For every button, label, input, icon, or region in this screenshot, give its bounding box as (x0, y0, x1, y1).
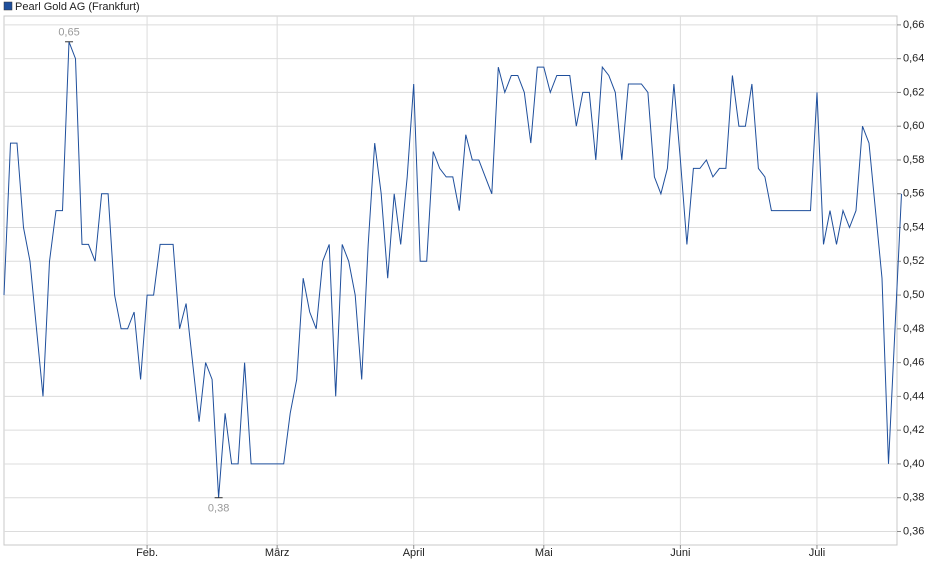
y-tick-label: 0,64 (903, 53, 924, 65)
x-tick-label: Mai (535, 547, 553, 559)
y-tick-label: 0,58 (903, 154, 924, 166)
y-tick-label: 0,50 (903, 289, 924, 301)
x-tick-label: Juni (670, 547, 690, 559)
annotation-label: 0,65 (58, 27, 79, 39)
y-tick-label: 0,60 (903, 120, 924, 132)
y-tick-label: 0,36 (903, 525, 924, 537)
x-tick-label: März (265, 547, 289, 559)
x-tick-label: Juli (809, 547, 826, 559)
annotation-label: 0,38 (208, 503, 229, 515)
y-tick-label: 0,44 (903, 390, 924, 402)
y-tick-label: 0,48 (903, 323, 924, 335)
y-tick-label: 0,40 (903, 458, 924, 470)
y-tick-label: 0,62 (903, 86, 924, 98)
legend-label: Pearl Gold AG (Frankfurt) (15, 1, 140, 13)
y-tick-label: 0,52 (903, 255, 924, 267)
price-line (3, 41, 902, 498)
y-tick-label: 0,42 (903, 424, 924, 436)
plot-frame (3, 15, 898, 546)
x-tick-label: Feb. (136, 547, 158, 559)
y-tick-label: 0,38 (903, 492, 924, 504)
legend-swatch (3, 1, 13, 11)
y-tick-label: 0,54 (903, 221, 924, 233)
y-tick-label: 0,56 (903, 188, 924, 200)
y-tick-label: 0,46 (903, 357, 924, 369)
y-tick-label: 0,66 (903, 19, 924, 31)
x-tick-label: April (403, 547, 425, 559)
